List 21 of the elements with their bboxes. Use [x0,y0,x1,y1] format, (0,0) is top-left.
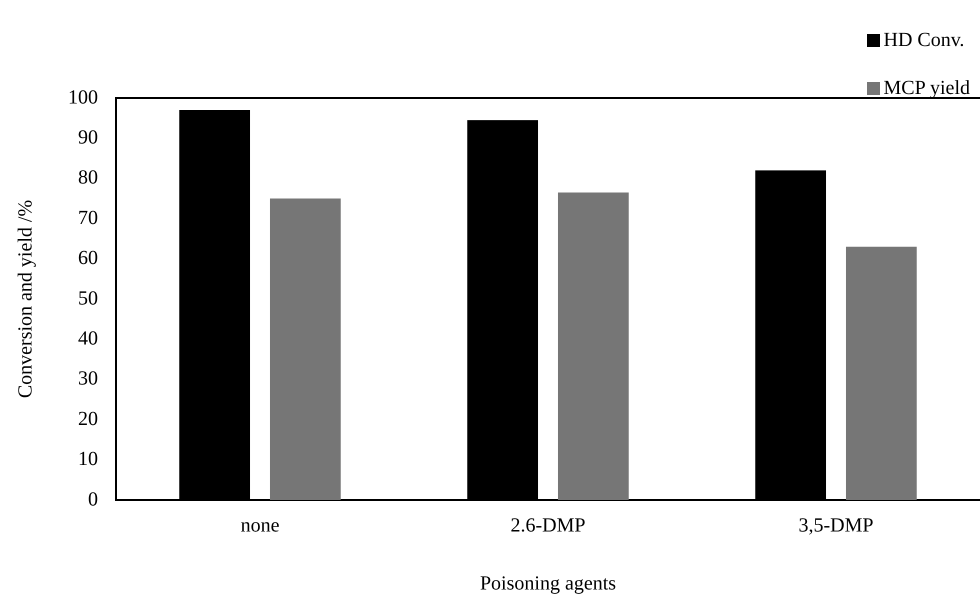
legend-label: MCP yield [884,76,970,100]
y-tick-label: 50 [78,287,98,310]
y-tick-label: 60 [78,247,98,270]
y-tick-label: 80 [78,166,98,189]
y-tick-label: 30 [78,368,98,390]
legend-label: HD Conv. [884,28,964,52]
y-tick-label: 40 [78,327,98,350]
y-axis-title: Conversion and yield /% [14,200,36,398]
y-tick-label: 0 [88,488,98,510]
y-tick-label: 10 [78,448,98,470]
y-tick-label: 100 [68,86,98,108]
y-tick-label: 90 [78,126,98,148]
x-axis-title: Poisoning agents [480,572,616,594]
x-tick-label: 2.6-DMP [510,514,586,536]
bar [558,192,629,500]
x-tick-label: 3,5-DMP [798,514,874,536]
bar [270,198,341,500]
y-tick-label: 20 [78,408,98,430]
y-tick-label: 70 [78,206,98,229]
x-tick-label: none [240,514,280,536]
bar [846,246,917,500]
